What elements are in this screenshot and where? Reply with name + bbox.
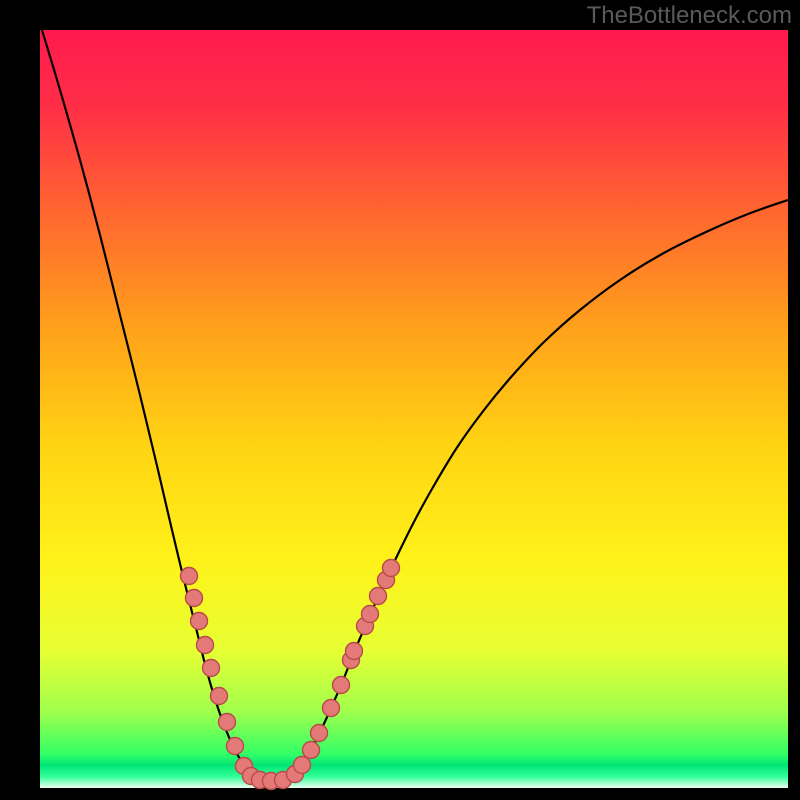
- data-marker: [181, 568, 198, 585]
- data-marker: [323, 700, 340, 717]
- plot-background: [40, 30, 788, 788]
- data-marker: [227, 738, 244, 755]
- data-marker: [370, 588, 387, 605]
- data-marker: [303, 742, 320, 759]
- chart-root: TheBottleneck.com: [0, 0, 800, 800]
- data-marker: [294, 757, 311, 774]
- data-marker: [197, 637, 214, 654]
- watermark-text: TheBottleneck.com: [587, 2, 792, 30]
- data-marker: [186, 590, 203, 607]
- data-marker: [203, 660, 220, 677]
- data-marker: [211, 688, 228, 705]
- data-marker: [311, 725, 328, 742]
- data-marker: [219, 714, 236, 731]
- data-marker: [383, 560, 400, 577]
- data-marker: [362, 606, 379, 623]
- data-marker: [333, 677, 350, 694]
- bottleneck-chart: [0, 0, 800, 800]
- data-marker: [346, 643, 363, 660]
- data-marker: [191, 613, 208, 630]
